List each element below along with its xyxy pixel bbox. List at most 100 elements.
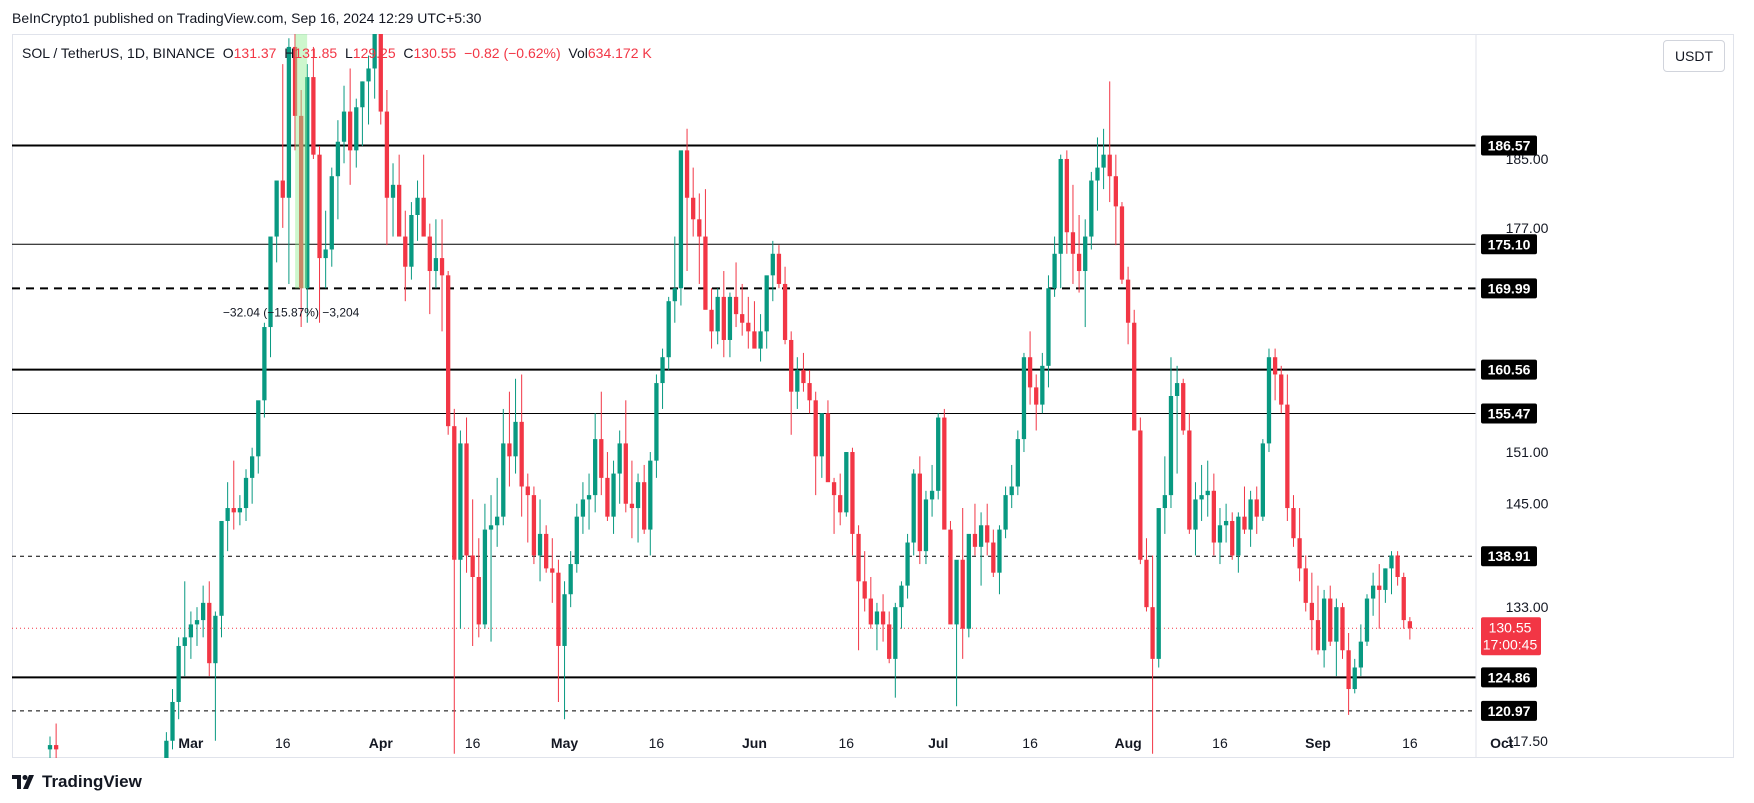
candle-body: [1174, 383, 1180, 396]
candle-body: [268, 236, 273, 328]
candle-body: [905, 542, 910, 586]
candle: [1193, 482, 1198, 556]
candle: [764, 275, 769, 349]
candle-body: [1113, 176, 1118, 207]
candle-body: [495, 516, 500, 526]
candle-body: [593, 439, 598, 496]
price-chart[interactable]: −32.04 (−15.87%) −3,204 117.50 133.00 145.…: [12, 34, 1734, 758]
candle-body: [893, 607, 898, 659]
candle-body: [617, 443, 622, 474]
candle-body: [409, 215, 414, 267]
candle: [170, 689, 175, 750]
price-tick-label: 117.50: [1506, 733, 1548, 749]
candle-body: [1144, 559, 1149, 608]
candle: [1101, 128, 1106, 190]
candle: [421, 154, 426, 237]
price-tick-label: 151.00: [1506, 444, 1549, 460]
candle: [1389, 551, 1394, 595]
price-tick-label: 145.00: [1506, 496, 1549, 512]
candle: [703, 189, 708, 310]
candle: [623, 400, 628, 513]
candle-body: [1125, 279, 1131, 323]
candle: [1377, 564, 1382, 629]
candle-body: [439, 258, 445, 276]
candle: [1285, 374, 1290, 521]
candle-body: [733, 296, 739, 315]
candle-body: [1162, 495, 1167, 509]
candle: [323, 210, 328, 289]
candle: [874, 602, 880, 651]
candle-body: [213, 615, 218, 664]
candle: [427, 223, 432, 315]
candle: [439, 219, 445, 332]
candle-body: [170, 701, 175, 741]
candle-body: [1223, 520, 1229, 526]
candle-body: [1254, 499, 1259, 517]
candle: [415, 180, 420, 241]
candle-body: [1279, 374, 1284, 405]
level-price-label: 160.56: [1488, 362, 1531, 378]
currency-button[interactable]: USDT: [1663, 40, 1725, 72]
candle: [305, 64, 310, 323]
candle-body: [801, 370, 806, 384]
candle: [617, 430, 622, 504]
candle: [831, 477, 837, 534]
candle-body: [1217, 525, 1223, 543]
candle: [727, 292, 733, 358]
high-label: H: [284, 45, 295, 61]
candle: [1138, 417, 1143, 565]
candle-body: [654, 383, 659, 461]
candle: [1236, 512, 1241, 573]
candle-body: [776, 253, 782, 284]
candle-body: [476, 577, 481, 625]
candle: [458, 430, 463, 629]
candle-body: [164, 740, 169, 758]
candle: [1089, 171, 1094, 250]
candle-body: [960, 559, 965, 629]
candle: [476, 538, 481, 638]
time-tick-label: 16: [839, 735, 855, 751]
candle: [1297, 508, 1302, 582]
price-axis: 117.50133.00145.00151.00177.00185.00186.…: [1475, 34, 1549, 758]
candle: [1181, 378, 1186, 435]
tradingview-footer[interactable]: TradingView: [12, 772, 142, 792]
candle-body: [844, 452, 849, 513]
candle-body: [464, 443, 469, 556]
candle-body: [1401, 577, 1406, 621]
candle: [819, 413, 824, 478]
candle: [1309, 572, 1315, 651]
candle: [1223, 503, 1229, 543]
candle-body: [721, 296, 726, 340]
current-price-tag: [1481, 617, 1541, 656]
candle-body: [415, 197, 420, 215]
candle: [237, 495, 243, 526]
close-label: C: [403, 45, 414, 61]
candle-body: [1377, 585, 1382, 590]
symbol-name: SOL / TetherUS, 1D, BINANCE: [22, 45, 215, 61]
candle: [495, 477, 500, 547]
candle-body: [519, 421, 524, 487]
candle-body: [427, 236, 432, 272]
candle: [519, 374, 524, 517]
candle: [1401, 572, 1406, 629]
candle-body: [1058, 158, 1063, 254]
candle: [1315, 585, 1321, 655]
time-tick-label: 16: [1402, 735, 1418, 751]
open-label: O: [222, 45, 234, 61]
candle: [1150, 555, 1155, 754]
candle-body: [286, 46, 292, 198]
candle: [782, 266, 788, 345]
candle-body: [513, 421, 518, 457]
candle: [433, 219, 439, 289]
candle: [292, 34, 298, 151]
candle-body: [642, 482, 647, 530]
level-price-label: 175.10: [1488, 236, 1531, 252]
candle: [1217, 508, 1223, 565]
candle-body: [1076, 253, 1082, 272]
candle: [948, 520, 953, 625]
candle: [721, 271, 726, 358]
candle: [795, 357, 800, 409]
candle-body: [1052, 253, 1057, 289]
candle: [997, 525, 1002, 595]
time-tick-label: Sep: [1305, 735, 1331, 751]
